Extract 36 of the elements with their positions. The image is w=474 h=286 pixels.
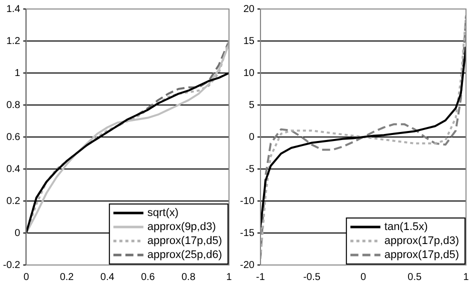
x-tick-label: 0.2: [60, 272, 74, 283]
x-tick-label: 1: [226, 272, 232, 283]
x-tick-label: 0: [23, 272, 30, 283]
y-tick-label: 1: [14, 68, 21, 79]
y-tick-label: -5: [246, 164, 255, 175]
x-tick-label: 0.4: [100, 272, 115, 283]
y-tick-label: 20: [243, 4, 255, 15]
x-tick-label: -0.5: [303, 272, 321, 283]
legend-label: approx(25p,d6): [147, 249, 222, 262]
x-tick-label: 0.5: [408, 272, 422, 283]
y-tick-label: -15: [240, 228, 255, 239]
legend-label: approx(9p,d3): [147, 221, 216, 234]
x-tick-label: -1: [256, 272, 266, 283]
x-tick-label: 0: [360, 272, 366, 283]
x-tick-label: 0.6: [140, 272, 156, 283]
y-tick-label: 1.4: [6, 4, 21, 15]
y-tick-label: -10: [240, 196, 255, 207]
y-tick-label: 10: [243, 68, 255, 79]
legend-label: sqrt(x): [147, 207, 179, 220]
y-tick-label: 0.8: [6, 100, 21, 111]
y-tick-label: 0.6: [6, 132, 21, 143]
y-tick-label: 5: [248, 100, 255, 111]
legend-label: approx(17p,d5): [147, 235, 222, 248]
y-tick-label: -0.2: [2, 260, 21, 271]
y-tick-label: 0: [14, 228, 21, 239]
y-tick-label: 0.4: [6, 164, 21, 175]
x-tick-label: 1: [463, 272, 470, 283]
legend-label: approx(17p,d3): [384, 235, 460, 248]
legend-label: approx(17p,d5): [384, 249, 460, 262]
y-tick-label: 1.2: [6, 36, 21, 47]
x-tick-label: 0.8: [181, 272, 196, 283]
y-tick-label: 0: [248, 132, 255, 143]
y-tick-label: -20: [240, 260, 255, 271]
y-tick-label: 0.2: [6, 196, 21, 207]
y-tick-label: 15: [243, 36, 255, 47]
legend-label: tan(1.5x): [384, 221, 428, 234]
